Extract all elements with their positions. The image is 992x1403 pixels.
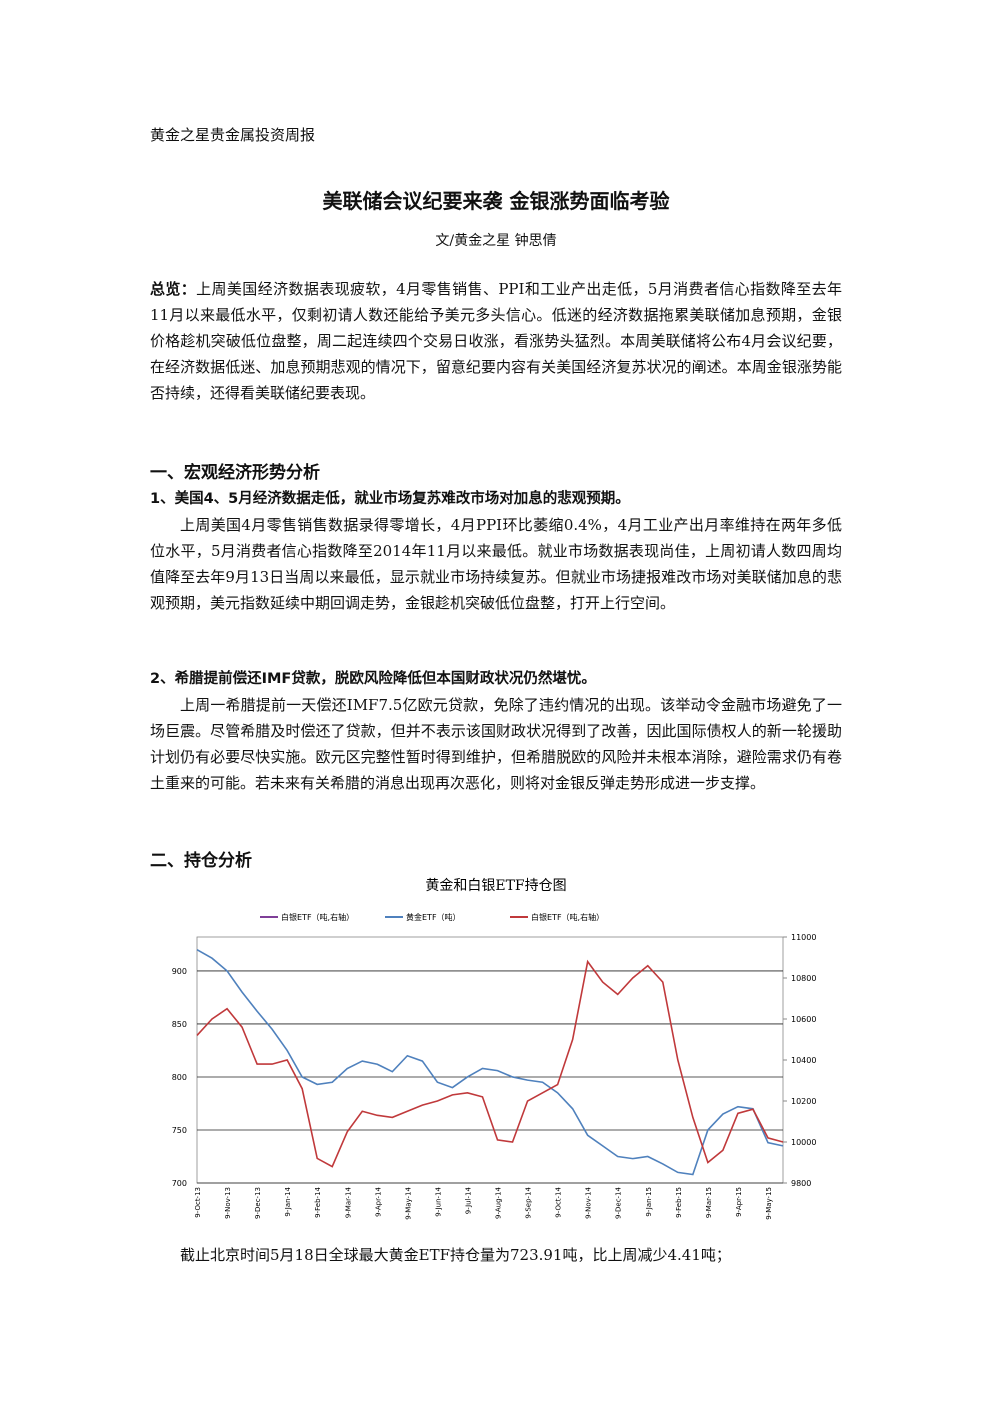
series-line	[196, 949, 784, 1176]
legend-label: 白银ETF（吨,右轴）	[531, 912, 604, 922]
paragraph: 上周美国4月零售销售数据录得零增长，4月PPI环比萎缩0.4%，4月工业产出月率…	[150, 516, 842, 612]
x-tick-label: 9-Aug-14	[495, 1186, 503, 1218]
y2-tick-label: 10600	[791, 1015, 816, 1024]
y-tick-label: 900	[172, 967, 187, 976]
series-line	[196, 959, 784, 1168]
x-tick-label: 9-Mar-14	[344, 1186, 352, 1218]
x-tick-label: 9-Feb-15	[675, 1187, 683, 1218]
paragraph: 截止北京时间5月18日全球最大黄金ETF持仓量为723.91吨，比上周减少4.4…	[180, 1246, 731, 1264]
y2-tick-label: 10000	[791, 1138, 816, 1147]
overview-label: 总览：	[150, 280, 197, 298]
y2-tick-label: 11000	[791, 933, 816, 942]
x-tick-label: 9-Jan-15	[645, 1187, 653, 1217]
x-tick-label: 9-May-15	[765, 1187, 773, 1220]
overview: 总览：上周美国经济数据表现疲软，4月零售销售、PPI和工业产出走低，5月消费者信…	[150, 276, 842, 406]
x-tick-label: 9-Jan-14	[284, 1186, 292, 1216]
y2-tick-label: 10200	[791, 1097, 816, 1106]
x-tick-label: 9-Jul-14	[464, 1186, 472, 1214]
overview-text: 上周美国经济数据表现疲软，4月零售销售、PPI和工业产出走低，5月消费者信心指数…	[150, 280, 842, 402]
x-tick-label: 9-Jun-14	[434, 1186, 442, 1216]
x-tick-label: 9-Oct-14	[555, 1186, 563, 1217]
x-tick-label: 9-May-14	[404, 1186, 412, 1219]
y2-tick-label: 9800	[791, 1179, 811, 1188]
y2-tick-label: 10800	[791, 974, 816, 983]
chart: 黄金和白银ETF持仓图 700 750 800 850 900 9800 10000 10200…	[172, 877, 817, 1220]
y-tick-label: 750	[172, 1126, 187, 1135]
x-tick-label: 9-Oct-13	[194, 1187, 202, 1218]
subheading: 2、希腊提前偿还IMF贷款，脱欧风险降低但本国财政状况仍然堪忧。	[150, 671, 596, 687]
y2-tick-label: 10400	[791, 1056, 816, 1065]
x-tick-label: 9-Mar-15	[705, 1187, 713, 1218]
author: 文/黄金之星 钟思倩	[435, 233, 557, 249]
x-tick-label: 9-Apr-15	[735, 1187, 743, 1217]
x-tick-label: 9-Dec-14	[615, 1186, 623, 1219]
paragraph: 上周一希腊提前一天偿还IMF7.5亿欧元贷款，免除了违约情况的出现。该举动令金融…	[150, 696, 842, 792]
legend-label: 黄金ETF（吨）	[406, 912, 461, 922]
y-tick-label: 800	[172, 1073, 187, 1082]
x-tick-label: 9-Dec-13	[254, 1187, 262, 1219]
x-tick-label: 9-Feb-14	[314, 1186, 322, 1217]
header: 黄金之星贵金属投资周报	[150, 126, 316, 144]
x-tick-label: 9-Sep-14	[525, 1186, 533, 1218]
chart-title: 黄金和白银ETF持仓图	[425, 877, 566, 894]
y-tick-label: 700	[172, 1179, 187, 1188]
subheading: 1、美国4、5月经济数据走低，就业市场复苏难改市场对加息的悲观预期。	[150, 491, 630, 507]
y-tick-label: 850	[172, 1020, 187, 1029]
section-heading: 一、宏观经济形势分析	[150, 463, 320, 483]
section-heading: 二、持仓分析	[150, 851, 252, 871]
article-title: 美联储会议纪要来袭 金银涨势面临考验	[322, 189, 670, 213]
legend-label: 白银ETF（吨,右轴）	[281, 912, 354, 922]
x-tick-label: 9-Apr-14	[374, 1186, 382, 1216]
x-tick-label: 9-Nov-14	[585, 1186, 593, 1218]
x-tick-label: 9-Nov-13	[224, 1187, 232, 1219]
